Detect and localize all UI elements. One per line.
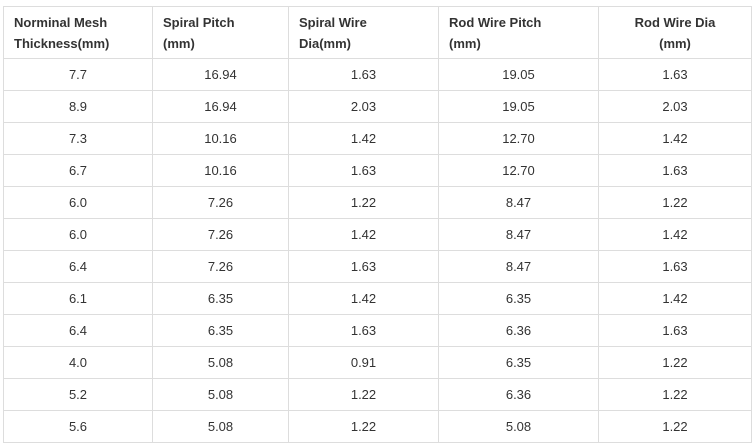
table-row: 8.9 16.94 2.03 19.05 2.03 (3, 90, 752, 123)
cell-spiral-wire-dia: 1.63 (288, 250, 439, 283)
cell-spiral-pitch: 6.35 (152, 314, 289, 347)
table-row: 7.7 16.94 1.63 19.05 1.63 (3, 58, 752, 91)
header-line: Thickness(mm) (14, 36, 110, 51)
cell-rod-wire-pitch: 5.08 (438, 410, 599, 443)
cell-mesh-thickness: 6.0 (3, 218, 153, 251)
header-line: (mm) (449, 36, 481, 51)
cell-spiral-wire-dia: 1.22 (288, 410, 439, 443)
cell-mesh-thickness: 7.3 (3, 122, 153, 155)
cell-rod-wire-pitch: 6.36 (438, 378, 599, 411)
cell-spiral-wire-dia: 1.63 (288, 154, 439, 187)
cell-mesh-thickness: 6.4 (3, 250, 153, 283)
cell-mesh-thickness: 5.2 (3, 378, 153, 411)
table-row: 6.7 10.16 1.63 12.70 1.63 (3, 154, 752, 187)
header-spiral-pitch: Spiral Pitch (mm) (152, 6, 289, 59)
header-line: Spiral Wire (299, 15, 367, 30)
header-mesh-thickness: Norminal Mesh Thickness(mm) (3, 6, 153, 59)
cell-spiral-wire-dia: 1.63 (288, 58, 439, 91)
cell-rod-wire-pitch: 6.36 (438, 314, 599, 347)
header-line: Dia(mm) (299, 36, 352, 51)
cell-spiral-pitch: 6.35 (152, 282, 289, 315)
cell-mesh-thickness: 6.7 (3, 154, 153, 187)
cell-rod-wire-dia: 1.42 (598, 122, 752, 155)
spec-table-container: Norminal Mesh Thickness(mm) Spiral Pitch… (3, 6, 752, 443)
header-line: (mm) (163, 36, 195, 51)
cell-rod-wire-pitch: 6.35 (438, 282, 599, 315)
cell-rod-wire-pitch: 12.70 (438, 122, 599, 155)
cell-spiral-wire-dia: 1.63 (288, 314, 439, 347)
cell-mesh-thickness: 5.6 (3, 410, 153, 443)
cell-rod-wire-dia: 1.63 (598, 58, 752, 91)
cell-mesh-thickness: 6.0 (3, 186, 153, 219)
cell-rod-wire-pitch: 19.05 (438, 90, 599, 123)
cell-spiral-pitch: 7.26 (152, 250, 289, 283)
cell-mesh-thickness: 4.0 (3, 346, 153, 379)
cell-mesh-thickness: 6.1 (3, 282, 153, 315)
header-rod-wire-pitch: Rod Wire Pitch (mm) (438, 6, 599, 59)
cell-spiral-pitch: 16.94 (152, 90, 289, 123)
cell-mesh-thickness: 7.7 (3, 58, 153, 91)
cell-spiral-pitch: 7.26 (152, 186, 289, 219)
cell-rod-wire-dia: 1.42 (598, 282, 752, 315)
table-row: 6.0 7.26 1.42 8.47 1.42 (3, 218, 752, 251)
cell-spiral-wire-dia: 1.42 (288, 218, 439, 251)
table-row: 6.1 6.35 1.42 6.35 1.42 (3, 282, 752, 315)
cell-rod-wire-dia: 1.22 (598, 378, 752, 411)
cell-rod-wire-pitch: 6.35 (438, 346, 599, 379)
cell-rod-wire-dia: 1.22 (598, 186, 752, 219)
cell-rod-wire-dia: 1.63 (598, 154, 752, 187)
cell-spiral-wire-dia: 2.03 (288, 90, 439, 123)
header-line: Rod Wire Dia (634, 15, 716, 30)
cell-spiral-wire-dia: 1.22 (288, 378, 439, 411)
cell-spiral-pitch: 5.08 (152, 410, 289, 443)
header-line: (mm) (659, 36, 691, 51)
cell-spiral-pitch: 5.08 (152, 378, 289, 411)
cell-spiral-pitch: 7.26 (152, 218, 289, 251)
cell-rod-wire-dia: 1.42 (598, 218, 752, 251)
cell-spiral-pitch: 10.16 (152, 154, 289, 187)
table-row: 6.4 7.26 1.63 8.47 1.63 (3, 250, 752, 283)
cell-spiral-pitch: 5.08 (152, 346, 289, 379)
table-row: 6.4 6.35 1.63 6.36 1.63 (3, 314, 752, 347)
cell-mesh-thickness: 8.9 (3, 90, 153, 123)
cell-rod-wire-dia: 1.63 (598, 250, 752, 283)
table-row: 6.0 7.26 1.22 8.47 1.22 (3, 186, 752, 219)
cell-rod-wire-pitch: 8.47 (438, 250, 599, 283)
cell-spiral-pitch: 10.16 (152, 122, 289, 155)
cell-spiral-wire-dia: 1.22 (288, 186, 439, 219)
cell-rod-wire-pitch: 19.05 (438, 58, 599, 91)
table-row: 5.2 5.08 1.22 6.36 1.22 (3, 378, 752, 411)
cell-rod-wire-dia: 2.03 (598, 90, 752, 123)
table-header: Norminal Mesh Thickness(mm) Spiral Pitch… (3, 6, 752, 59)
header-line: Rod Wire Pitch (449, 15, 542, 30)
cell-rod-wire-dia: 1.22 (598, 346, 752, 379)
header-rod-wire-dia: Rod Wire Dia (mm) (598, 6, 752, 59)
cell-spiral-wire-dia: 0.91 (288, 346, 439, 379)
cell-spiral-pitch: 16.94 (152, 58, 289, 91)
cell-rod-wire-pitch: 12.70 (438, 154, 599, 187)
table-body: 7.7 16.94 1.63 19.05 1.63 8.9 16.94 2.03 19.05 2.… (3, 58, 752, 443)
header-row: Norminal Mesh Thickness(mm) Spiral Pitch… (3, 6, 752, 59)
cell-spiral-wire-dia: 1.42 (288, 282, 439, 315)
table-row: 7.3 10.16 1.42 12.70 1.42 (3, 122, 752, 155)
header-line: Spiral Pitch (163, 15, 235, 30)
header-spiral-wire-dia: Spiral Wire Dia(mm) (288, 6, 439, 59)
spec-table: Norminal Mesh Thickness(mm) Spiral Pitch… (3, 6, 752, 443)
cell-mesh-thickness: 6.4 (3, 314, 153, 347)
header-line: Norminal Mesh (14, 15, 108, 30)
cell-rod-wire-pitch: 8.47 (438, 218, 599, 251)
cell-spiral-wire-dia: 1.42 (288, 122, 439, 155)
cell-rod-wire-dia: 1.22 (598, 410, 752, 443)
cell-rod-wire-pitch: 8.47 (438, 186, 599, 219)
table-row: 4.0 5.08 0.91 6.35 1.22 (3, 346, 752, 379)
table-row: 5.6 5.08 1.22 5.08 1.22 (3, 410, 752, 443)
cell-rod-wire-dia: 1.63 (598, 314, 752, 347)
